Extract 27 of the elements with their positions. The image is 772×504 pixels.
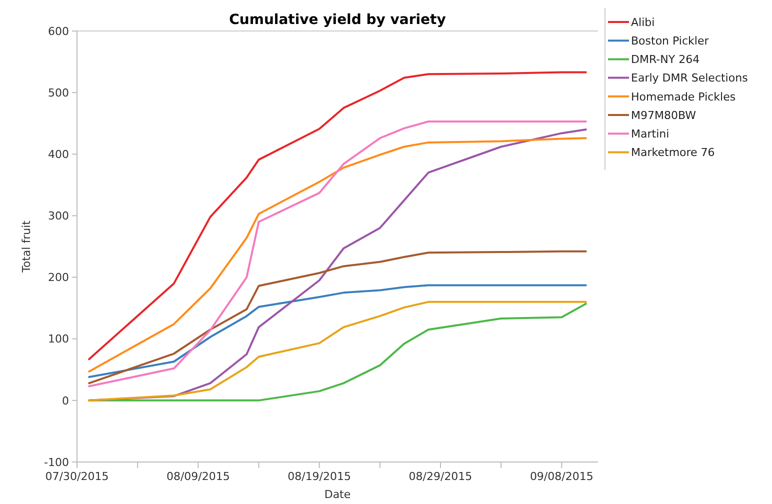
- x-tick-label: 08/09/2015: [166, 470, 230, 483]
- y-axis-title: Total fruit: [20, 220, 33, 274]
- y-tick-label: 600: [48, 24, 69, 38]
- legend-label: DMR-NY 264: [631, 53, 700, 66]
- y-tick-label: 400: [48, 148, 69, 161]
- y-tick-label: 100: [48, 332, 69, 346]
- legend-label: Homemade Pickles: [631, 90, 736, 104]
- x-tick-label: 08/19/2015: [288, 470, 352, 483]
- legend-label: Boston Pickler: [631, 34, 710, 48]
- legend-label: Alibi: [631, 16, 655, 29]
- y-tick-label: 500: [48, 86, 69, 100]
- legend-label: Early DMR Selections: [631, 72, 748, 85]
- line-series: [88, 284, 587, 378]
- line-series: [88, 250, 587, 384]
- y-tick-label: 0: [62, 394, 69, 408]
- legend-label: Marketmore 76: [631, 146, 715, 160]
- legend-label: Martini: [631, 127, 670, 140]
- legend-label: M97M80BW: [631, 108, 696, 122]
- chart-title: Cumulative yield by variety: [229, 12, 446, 28]
- y-tick-label: 300: [48, 210, 69, 223]
- x-tick-label: 09/08/2015: [530, 470, 594, 483]
- y-tick-label: 200: [48, 271, 69, 284]
- x-tick-label: 07/30/2015: [45, 470, 109, 483]
- y-tick-label: -100: [44, 456, 69, 469]
- line-series: [88, 71, 587, 360]
- x-tick-label: 08/29/2015: [408, 470, 472, 483]
- x-axis-title: Date: [324, 488, 351, 501]
